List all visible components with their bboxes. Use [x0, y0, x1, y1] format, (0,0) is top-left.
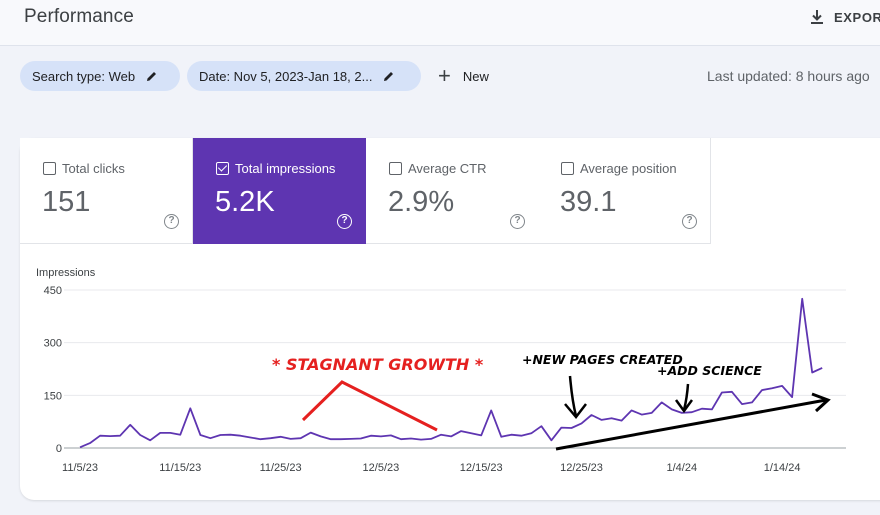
new-pages-arrow	[564, 375, 587, 419]
y-tick-label: 300	[44, 338, 62, 350]
stagnant-growth-label: * STAGNANT GROWTH *	[272, 355, 484, 374]
add-science-annotation: +ADD SCIENCE	[657, 363, 762, 414]
x-tick-label: 1/4/24	[667, 462, 698, 474]
add-science-arrow	[674, 383, 694, 414]
checkbox-icon[interactable]	[43, 162, 56, 175]
metric-label: Average CTR	[408, 161, 487, 176]
new-filter-label: New	[462, 68, 489, 84]
metric-label: Total impressions	[235, 161, 336, 176]
chart-x-ticks: 11/5/23 11/15/23 11/25/23 12/5/23 12/15/23 12…	[62, 462, 800, 474]
metric-value: 151	[42, 186, 91, 218]
x-tick-label: 11/25/23	[260, 462, 302, 474]
x-tick-label: 1/14/24	[764, 462, 801, 474]
search-type-chip[interactable]: Search type: Web	[20, 61, 180, 91]
metric-value: 5.2K	[215, 186, 275, 218]
impressions-series-line	[79, 297, 823, 449]
plus-icon: +	[438, 63, 451, 88]
new-pages-annotation: +NEW PAGES CREATED	[522, 352, 683, 419]
metric-average-ctr[interactable]: Average CTR 2.9% ?	[366, 138, 539, 244]
chart-y-ticks: 0 150 300 450	[44, 285, 62, 455]
help-icon[interactable]: ?	[164, 214, 179, 229]
add-science-label: +ADD SCIENCE	[657, 363, 762, 378]
date-range-chip[interactable]: Date: Nov 5, 2023-Jan 18, 2...	[187, 61, 421, 91]
help-icon[interactable]: ?	[682, 214, 697, 229]
download-icon	[811, 10, 823, 24]
metric-total-clicks[interactable]: Total clicks 151 ?	[20, 138, 193, 244]
edit-pencil-icon	[147, 71, 157, 81]
metric-value: 39.1	[560, 186, 617, 218]
checkbox-icon[interactable]	[389, 162, 402, 175]
metric-value: 2.9%	[388, 186, 455, 218]
x-tick-label: 11/15/23	[159, 462, 201, 474]
new-filter-button[interactable]: + New	[438, 61, 489, 91]
export-button[interactable]: EXPORT	[808, 6, 880, 28]
metric-label: Average position	[580, 161, 677, 176]
export-label: EXPORT	[834, 9, 880, 25]
impressions-chart: 0 150 300 450 11/5/23 11/15/23 11/25/23 12/5/2…	[44, 285, 846, 474]
help-icon[interactable]: ?	[337, 214, 352, 229]
date-range-label: Date: Nov 5, 2023-Jan 18, 2...	[199, 68, 373, 84]
edit-pencil-icon	[384, 71, 394, 81]
metric-average-position[interactable]: Average position 39.1 ?	[538, 138, 711, 244]
chart-y-axis-label: Impressions	[36, 267, 96, 279]
page-title: Performance	[24, 6, 134, 27]
stagnant-caret-mark	[301, 380, 438, 432]
filter-bar: Search type: Web Date: Nov 5, 2023-Jan 1…	[0, 46, 880, 106]
top-bar: Performance EXPORT	[0, 0, 880, 46]
help-icon[interactable]: ?	[510, 214, 525, 229]
y-tick-label: 450	[44, 285, 62, 297]
growth-trend-arrow	[555, 392, 831, 451]
new-pages-label: +NEW PAGES CREATED	[522, 352, 683, 367]
search-type-label: Search type: Web	[32, 68, 136, 84]
stagnant-annotation: * STAGNANT GROWTH *	[272, 355, 484, 432]
chart-gridlines	[64, 289, 846, 449]
checkbox-checked-icon[interactable]	[216, 162, 229, 175]
y-tick-label: 0	[56, 443, 62, 455]
x-tick-label: 12/5/23	[363, 462, 400, 474]
last-updated-text: Last updated: 8 hours ago	[707, 68, 870, 84]
y-tick-label: 150	[44, 390, 62, 402]
x-tick-label: 12/25/23	[560, 462, 603, 474]
metric-label: Total clicks	[62, 161, 125, 176]
x-tick-label: 12/15/23	[460, 462, 503, 474]
metric-total-impressions[interactable]: Total impressions 5.2K ?	[193, 138, 366, 244]
performance-card: Total clicks 151 ? Total impressions 5.2…	[20, 138, 880, 500]
x-tick-label: 11/5/23	[62, 462, 98, 474]
checkbox-icon[interactable]	[561, 162, 574, 175]
